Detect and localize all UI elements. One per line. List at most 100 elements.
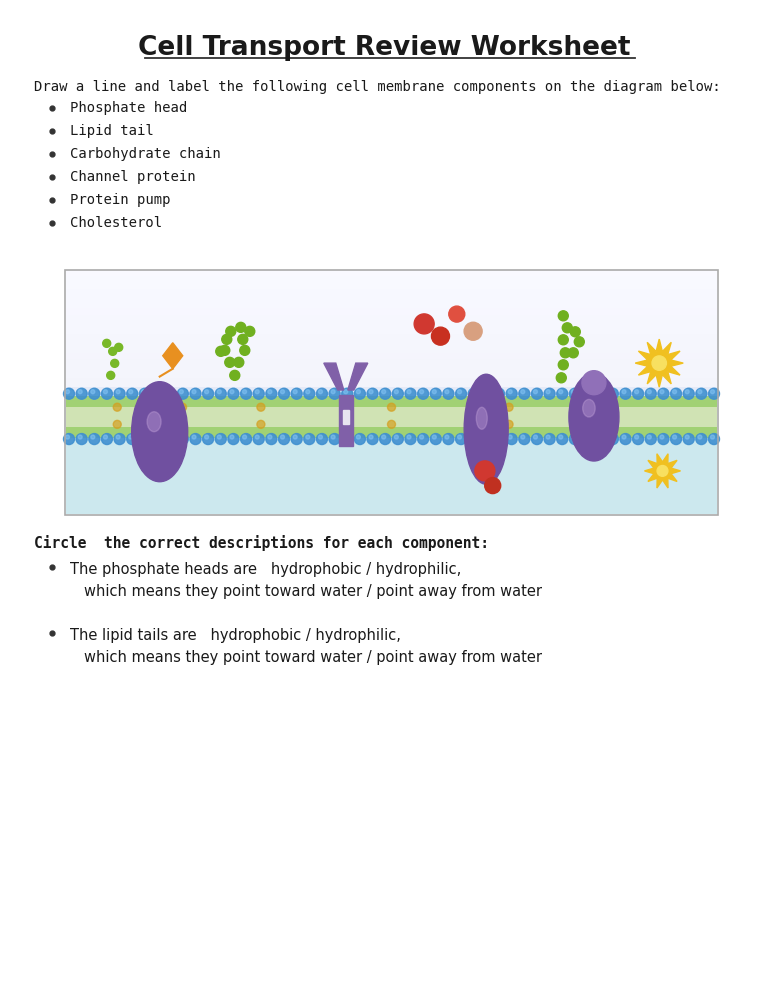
Circle shape <box>367 389 378 400</box>
Circle shape <box>418 389 429 400</box>
Circle shape <box>91 435 94 439</box>
Circle shape <box>418 433 429 444</box>
Circle shape <box>65 435 69 439</box>
Circle shape <box>684 433 694 444</box>
Circle shape <box>709 433 720 444</box>
Circle shape <box>141 435 145 439</box>
Circle shape <box>382 390 386 394</box>
Circle shape <box>101 389 112 400</box>
Circle shape <box>65 390 69 394</box>
Circle shape <box>557 389 568 400</box>
Circle shape <box>633 389 644 400</box>
Circle shape <box>652 356 667 371</box>
Circle shape <box>558 311 568 321</box>
Circle shape <box>253 433 264 444</box>
Circle shape <box>531 389 542 400</box>
Circle shape <box>316 433 327 444</box>
Circle shape <box>220 345 230 355</box>
Circle shape <box>280 390 284 394</box>
Circle shape <box>243 435 247 439</box>
Circle shape <box>319 435 323 439</box>
Circle shape <box>369 435 373 439</box>
Circle shape <box>505 420 513 428</box>
Circle shape <box>204 435 209 439</box>
Circle shape <box>495 435 499 439</box>
Circle shape <box>306 435 310 439</box>
Circle shape <box>116 390 120 394</box>
Bar <box>66 359 717 366</box>
Circle shape <box>253 389 264 400</box>
Text: Protein pump: Protein pump <box>70 193 170 207</box>
Circle shape <box>344 435 348 439</box>
Circle shape <box>215 389 227 400</box>
Polygon shape <box>635 339 684 387</box>
Circle shape <box>594 389 606 400</box>
Circle shape <box>113 420 121 428</box>
Bar <box>343 410 349 424</box>
Circle shape <box>534 390 538 394</box>
Circle shape <box>634 390 639 394</box>
Circle shape <box>240 389 252 400</box>
Circle shape <box>111 360 119 368</box>
Circle shape <box>443 389 454 400</box>
Circle shape <box>230 390 234 394</box>
Circle shape <box>684 389 694 400</box>
Circle shape <box>521 435 525 439</box>
Circle shape <box>116 435 120 439</box>
Circle shape <box>470 435 474 439</box>
Ellipse shape <box>476 408 487 429</box>
Circle shape <box>243 390 247 394</box>
Circle shape <box>104 435 108 439</box>
Bar <box>66 314 717 321</box>
Circle shape <box>558 335 568 345</box>
Bar <box>65 270 718 515</box>
Circle shape <box>569 433 581 444</box>
Circle shape <box>407 435 411 439</box>
Circle shape <box>609 435 614 439</box>
Circle shape <box>658 389 669 400</box>
Circle shape <box>101 433 112 444</box>
Circle shape <box>445 390 449 394</box>
Circle shape <box>483 435 487 439</box>
Circle shape <box>192 390 196 394</box>
Circle shape <box>331 435 335 439</box>
Bar <box>66 270 717 276</box>
Circle shape <box>367 433 378 444</box>
Bar <box>66 276 717 282</box>
Circle shape <box>582 371 606 395</box>
Circle shape <box>449 306 465 322</box>
Circle shape <box>506 433 517 444</box>
Circle shape <box>432 435 436 439</box>
Circle shape <box>319 390 323 394</box>
Circle shape <box>634 435 639 439</box>
Bar <box>66 397 717 437</box>
Circle shape <box>534 435 538 439</box>
Circle shape <box>673 390 677 394</box>
Text: which means they point toward water / point away from water: which means they point toward water / po… <box>84 650 542 665</box>
Circle shape <box>164 389 176 400</box>
Circle shape <box>468 433 479 444</box>
Circle shape <box>329 433 340 444</box>
Circle shape <box>164 433 176 444</box>
Circle shape <box>660 435 664 439</box>
Text: Cell Transport Review Worksheet: Cell Transport Review Worksheet <box>137 35 631 61</box>
Circle shape <box>91 390 94 394</box>
Circle shape <box>141 390 145 394</box>
Bar <box>66 327 717 334</box>
Circle shape <box>571 435 575 439</box>
Circle shape <box>266 433 276 444</box>
Text: Draw a line and label the following cell membrane components on the diagram belo: Draw a line and label the following cell… <box>34 80 720 94</box>
Circle shape <box>255 390 260 394</box>
Circle shape <box>192 435 196 439</box>
Circle shape <box>114 433 125 444</box>
Circle shape <box>597 435 601 439</box>
Circle shape <box>698 435 702 439</box>
Bar <box>66 387 717 514</box>
Circle shape <box>405 433 416 444</box>
Text: Cholesterol: Cholesterol <box>70 216 162 230</box>
Circle shape <box>710 390 714 394</box>
Circle shape <box>225 358 235 368</box>
Bar <box>66 308 717 314</box>
Circle shape <box>354 433 366 444</box>
Circle shape <box>709 389 720 400</box>
